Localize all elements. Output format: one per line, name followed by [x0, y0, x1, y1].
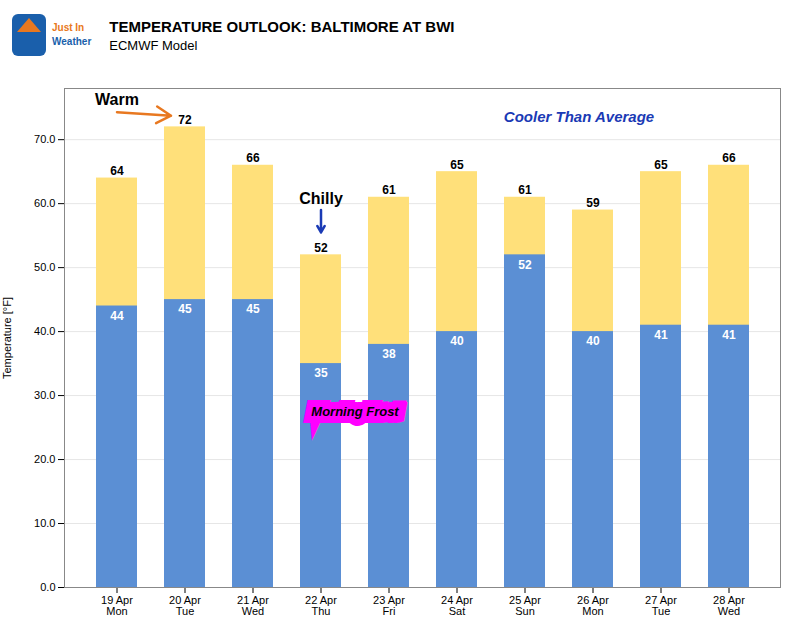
svg-text:61: 61	[518, 183, 532, 197]
svg-text:26 AprMon: 26 AprMon	[577, 594, 609, 617]
svg-text:61: 61	[382, 183, 396, 197]
svg-text:50.0: 50.0	[34, 261, 55, 273]
html-text:ECMWF Model: ECMWF Model	[109, 37, 198, 53]
svg-text:52: 52	[314, 241, 328, 255]
svg-text:20 AprTue: 20 AprTue	[169, 594, 201, 617]
svg-text:52: 52	[518, 258, 532, 272]
svg-text:66: 66	[722, 151, 736, 165]
svg-text:Morning Frost: Morning Frost	[311, 404, 399, 419]
svg-text:10.0: 10.0	[34, 517, 55, 529]
svg-text:Warm: Warm	[95, 91, 139, 108]
svg-text:70.0: 70.0	[34, 133, 55, 145]
svg-text:72: 72	[178, 113, 192, 127]
html-text:Just In: Just In	[52, 22, 85, 33]
svg-text:Chilly: Chilly	[299, 190, 343, 207]
svg-text:44: 44	[110, 309, 124, 323]
svg-text:65: 65	[654, 158, 668, 172]
svg-text:23 AprFri: 23 AprFri	[373, 594, 405, 617]
svg-text:45: 45	[178, 302, 192, 316]
html-text:Weather: Weather	[52, 36, 92, 47]
svg-text:27 AprTue: 27 AprTue	[645, 594, 677, 617]
html-text:TEMPERATURE OUTLOOK: BALTIMORE: TEMPERATURE OUTLOOK: BALTIMORE AT BWI	[109, 17, 455, 35]
svg-text:38: 38	[382, 347, 396, 361]
svg-text:40: 40	[450, 334, 464, 348]
svg-text:40.0: 40.0	[34, 325, 55, 337]
svg-text:19 AprMon: 19 AprMon	[101, 594, 133, 617]
svg-text:41: 41	[654, 328, 668, 342]
svg-text:25 AprSun: 25 AprSun	[509, 594, 541, 617]
svg-text:Temperature [°F]: Temperature [°F]	[1, 297, 13, 379]
svg-text:60.0: 60.0	[34, 197, 55, 209]
svg-text:41: 41	[722, 328, 736, 342]
svg-text:Cooler Than Average: Cooler Than Average	[504, 108, 654, 125]
svg-text:35: 35	[314, 366, 328, 380]
svg-text:64: 64	[110, 164, 124, 178]
svg-text:28 AprWed: 28 AprWed	[713, 594, 745, 617]
svg-text:22 AprThu: 22 AprThu	[305, 594, 337, 617]
svg-text:59: 59	[586, 196, 600, 210]
svg-text:30.0: 30.0	[34, 389, 55, 401]
svg-text:20.0: 20.0	[34, 453, 55, 465]
svg-text:40: 40	[586, 334, 600, 348]
svg-text:21 AprWed: 21 AprWed	[237, 594, 269, 617]
svg-text:45: 45	[246, 302, 260, 316]
svg-text:0.0: 0.0	[40, 581, 55, 593]
svg-text:24 AprSat: 24 AprSat	[441, 594, 473, 617]
svg-text:65: 65	[450, 158, 464, 172]
svg-text:66: 66	[246, 151, 260, 165]
